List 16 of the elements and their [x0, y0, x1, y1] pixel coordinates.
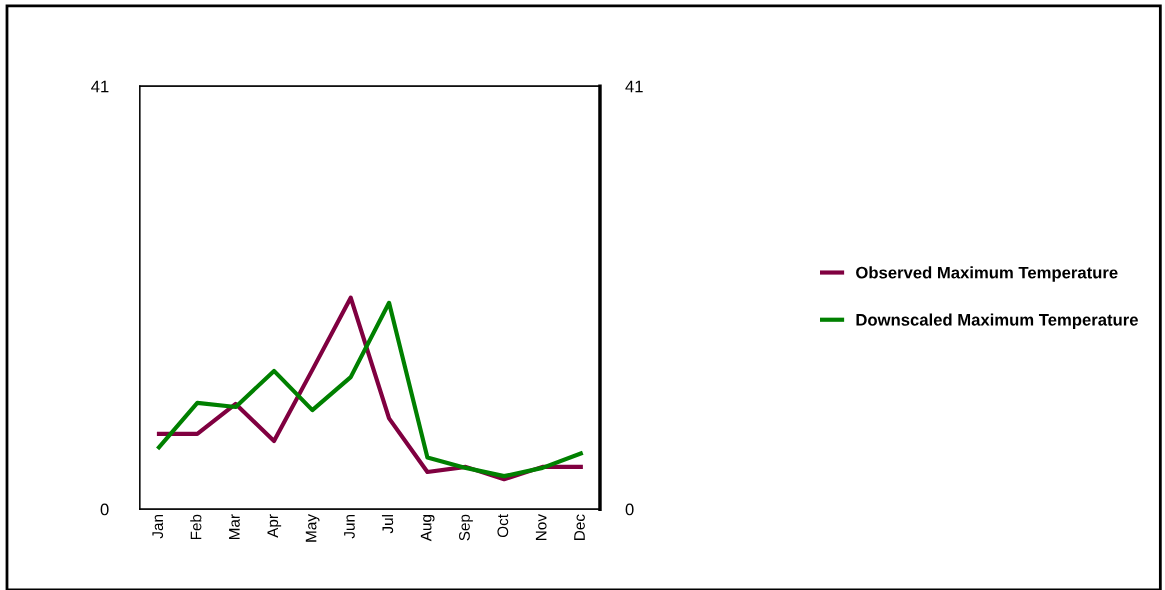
x-tick-label: Jun [344, 515, 355, 539]
legend-label: Observed Maximum Temperature [856, 266, 1118, 282]
x-tick-label: Nov [535, 514, 547, 540]
x-tick-label: Sep [459, 514, 473, 541]
y2-tick-label: 0 [625, 503, 634, 516]
x-tick-label: Jul [381, 515, 394, 534]
x-tick-label: Mar [229, 514, 240, 540]
y2-tick-label: 41 [625, 80, 643, 93]
x-tick-label: Feb [190, 514, 202, 540]
x-tick-label: Apr [267, 514, 282, 538]
x-tick-label: Oct [497, 514, 509, 538]
x-tick-label: Dec [574, 514, 585, 540]
legend-label: Downscaled Maximum Temperature [856, 313, 1138, 330]
x-tick-label: May [305, 514, 320, 542]
x-tick-label: Jan [152, 515, 164, 539]
x-tick-label: Aug [420, 515, 435, 542]
